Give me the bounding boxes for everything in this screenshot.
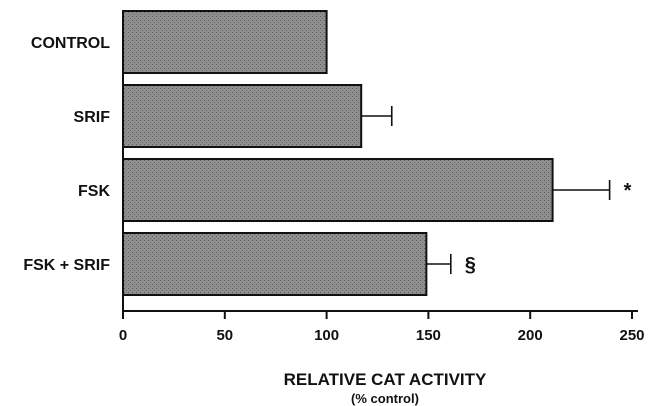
significance-marker-2: * (624, 180, 632, 202)
x-tick-label-5: 250 (619, 327, 644, 344)
significance-marker-3: § (465, 254, 476, 276)
category-labels: CONTROL SRIF FSK FSK + SRIF (23, 35, 110, 274)
category-label-1: SRIF (74, 109, 111, 126)
x-tick-label-2: 100 (314, 327, 339, 344)
x-tick-label-3: 150 (416, 327, 441, 344)
x-axis: 0 50 100 150 200 250 (119, 14, 645, 344)
x-axis-title: RELATIVE CAT ACTIVITY (284, 370, 487, 389)
bar-2 (122, 158, 554, 222)
category-label-2: FSK (78, 183, 110, 200)
category-label-3: FSK + SRIF (23, 257, 110, 274)
bar-0 (122, 10, 328, 74)
category-label-0: CONTROL (31, 35, 110, 52)
bar-1 (122, 84, 363, 148)
x-tick-label-1: 50 (216, 327, 233, 344)
x-axis-subtitle: (% control) (351, 391, 419, 406)
x-tick-label-0: 0 (119, 327, 127, 344)
x-tick-label-4: 200 (518, 327, 543, 344)
bar-3 (122, 232, 428, 296)
bars-layer: *§ (122, 10, 632, 296)
